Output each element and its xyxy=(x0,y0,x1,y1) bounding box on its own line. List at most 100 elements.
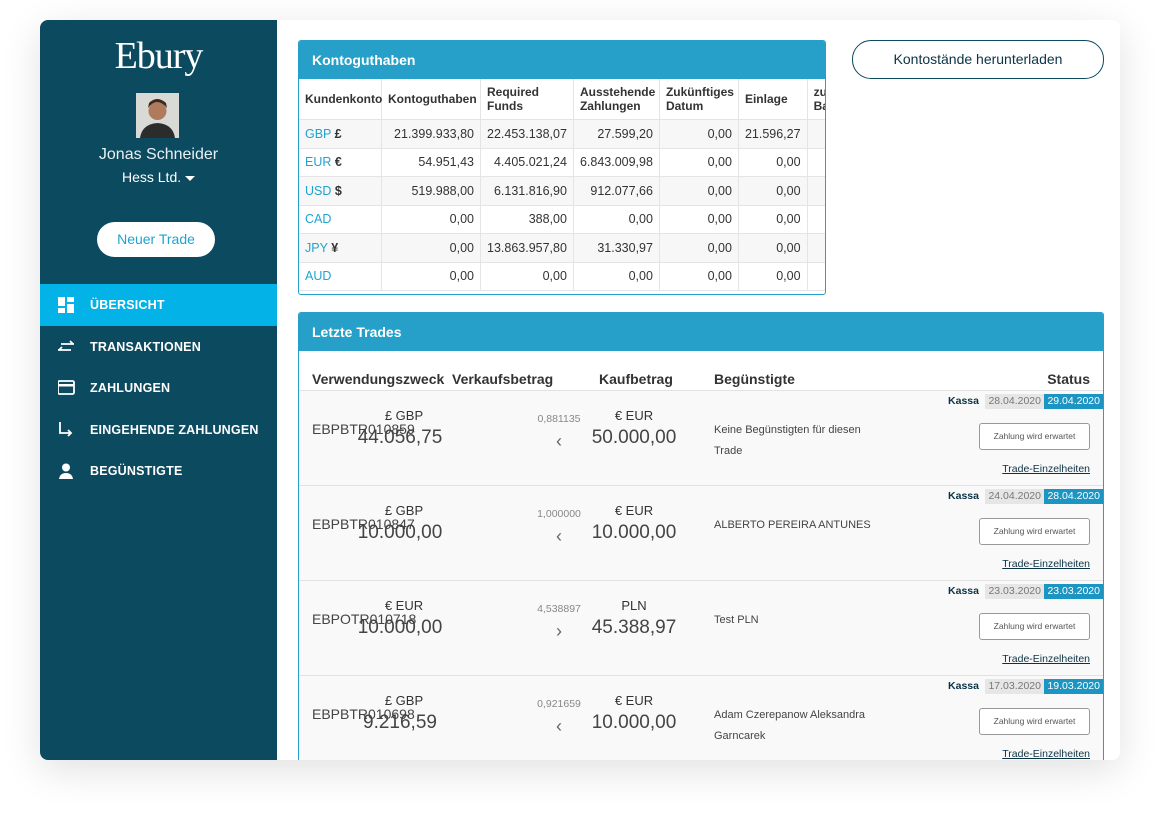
currency-cell[interactable]: AUD xyxy=(299,262,382,291)
balance-value: 0,00 xyxy=(738,262,808,291)
company-selector[interactable]: Hess Ltd. xyxy=(40,169,277,185)
column-header: Required Funds xyxy=(480,79,574,120)
currency-cell[interactable]: GBP £ xyxy=(299,119,382,149)
exchange-rate: 1,000000 xyxy=(537,508,581,520)
nav-item[interactable]: EINGEHENDE ZAHLUNGEN xyxy=(40,409,277,451)
currency-code: JPY xyxy=(305,240,328,255)
buy-amount: 45.388,97 xyxy=(591,617,677,638)
nav-item[interactable]: BEGÜNSTIGTE xyxy=(40,450,277,492)
logo: Ebury xyxy=(114,35,204,77)
currency-symbol: € xyxy=(334,155,342,170)
value-date: 23.03.2020 xyxy=(1044,584,1103,599)
avatar xyxy=(136,93,179,138)
nav-item[interactable]: ZAHLUNGEN xyxy=(40,367,277,409)
balance-row: CAD 0,00 388,00 0,00 0,00 0,00 xyxy=(299,205,825,234)
reference: EBPBTR010698 xyxy=(312,706,415,722)
balances-panel: Kontoguthaben Kundenkonto Kontoguthaben Re… xyxy=(298,40,826,295)
reference: EBPBTR010859 xyxy=(312,421,415,437)
buy-currency: € EUR xyxy=(614,408,654,423)
exchange-rate: 4,538897 xyxy=(537,603,581,615)
balance-value xyxy=(807,119,825,149)
balance-value: 0,00 xyxy=(738,205,808,234)
nav-icon xyxy=(59,463,73,479)
sell-currency: £ GBP xyxy=(384,693,424,708)
balance-value: 0,00 xyxy=(381,233,481,263)
reference: EBPOTR010718 xyxy=(312,611,417,627)
balance-value: 388,00 xyxy=(480,205,574,234)
beneficiary: ALBERTO PEREIRA ANTUNES xyxy=(714,519,871,531)
details-link[interactable]: Trade-Einzelheiten xyxy=(1002,653,1090,665)
nav-item[interactable]: TRANSAKTIONEN xyxy=(40,326,277,368)
download-button[interactable]: Kontostände herunterladen xyxy=(852,40,1104,79)
trade-row: EBPOTR010718 € EUR 10.000,00 4,538897 › PLN 45… xyxy=(299,580,1103,676)
exchange-rate: 0,921659 xyxy=(537,698,581,710)
currency-cell[interactable]: CAD xyxy=(299,205,382,234)
currency-code: USD xyxy=(305,183,332,198)
nav-icon xyxy=(58,339,74,351)
currency-symbol: $ xyxy=(334,183,342,198)
status-button[interactable]: Zahlung wird erwartet xyxy=(979,708,1090,735)
details-link[interactable]: Trade-Einzelheiten xyxy=(1002,748,1090,760)
balance-value: 6.131.816,90 xyxy=(480,176,574,206)
balance-value: 0,00 xyxy=(573,262,660,291)
column-header: Verkaufsbetrag xyxy=(452,371,554,387)
status-button[interactable]: Zahlung wird erwartet xyxy=(979,613,1090,640)
nav-item[interactable]: ÜBERSICHT xyxy=(40,284,277,326)
buy-amount: 50.000,00 xyxy=(591,427,677,448)
trade-date: 23.03.2020 xyxy=(985,584,1044,599)
panel-title: Kontoguthaben xyxy=(299,41,825,79)
new-trade-button[interactable]: Neuer Trade xyxy=(97,222,215,257)
balances-table: Kundenkonto Kontoguthaben Required Funds Au… xyxy=(299,79,825,291)
balance-row: AUD 0,00 0,00 0,00 0,00 0,00 xyxy=(299,262,825,291)
sell-amount: 10.000,00 xyxy=(357,522,443,543)
trade-date: 28.04.2020 xyxy=(985,394,1044,409)
direction-arrow: ‹ xyxy=(556,526,562,546)
column-header: Einlage xyxy=(738,79,808,120)
column-header: Zukünftiges Datum xyxy=(659,79,739,120)
balance-value: 0,00 xyxy=(738,233,808,263)
currency-code: EUR xyxy=(305,155,332,170)
nav-icon xyxy=(59,421,73,437)
details-link[interactable]: Trade-Einzelheiten xyxy=(1002,558,1090,570)
trade-type: Kassa xyxy=(948,585,979,597)
balance-value: 519.988,00 xyxy=(381,176,481,206)
balance-value: 0,00 xyxy=(659,148,739,177)
trade-date: 17.03.2020 xyxy=(985,679,1044,694)
nav-label: EINGEHENDE ZAHLUNGEN xyxy=(90,422,259,437)
balance-value xyxy=(807,233,825,263)
nav-icon xyxy=(58,297,74,313)
trade-date: 24.04.2020 xyxy=(985,489,1044,504)
nav-label: BEGÜNSTIGTE xyxy=(90,464,183,478)
balance-row: JPY ¥0,00 13.863.957,80 31.330,97 0,00 0,00 xyxy=(299,233,825,263)
sell-currency: £ GBP xyxy=(384,503,424,518)
status-button[interactable]: Zahlung wird erwartet xyxy=(979,518,1090,545)
nav-label: ÜBERSICHT xyxy=(90,298,165,312)
currency-code: CAD xyxy=(305,212,332,227)
balance-value: 4.405.021,24 xyxy=(480,148,574,177)
balance-value xyxy=(807,262,825,291)
balance-value: 22.453.138,07 xyxy=(480,119,574,149)
column-header: Kontoguthaben xyxy=(381,79,481,120)
currency-cell[interactable]: JPY ¥ xyxy=(299,233,382,263)
trade-row: EBPBTR010859 £ GBP 44.056,75 0,881135 ‹ € EUR… xyxy=(299,390,1103,486)
user-name: Jonas Schneider xyxy=(98,146,219,163)
buy-currency: PLN xyxy=(621,598,647,613)
column-header: zu Ba xyxy=(807,79,825,120)
dropdown-icon xyxy=(185,176,196,181)
currency-cell[interactable]: EUR € xyxy=(299,148,382,177)
balance-value: 21.596,27 xyxy=(738,119,808,149)
status-button[interactable]: Zahlung wird erwartet xyxy=(979,423,1090,450)
value-date: 19.03.2020 xyxy=(1044,679,1103,694)
currency-symbol: ¥ xyxy=(331,240,339,255)
sell-amount: 10.000,00 xyxy=(357,617,443,638)
details-link[interactable]: Trade-Einzelheiten xyxy=(1002,463,1090,475)
currency-cell[interactable]: USD $ xyxy=(299,176,382,206)
balance-value: 912.077,66 xyxy=(573,176,660,206)
balance-value: 0,00 xyxy=(738,176,808,206)
beneficiary: Test PLN xyxy=(714,614,759,626)
balance-value xyxy=(807,148,825,177)
value-date: 28.04.2020 xyxy=(1044,489,1103,504)
balance-value: 0,00 xyxy=(381,205,481,234)
nav-label: ZAHLUNGEN xyxy=(90,381,171,395)
